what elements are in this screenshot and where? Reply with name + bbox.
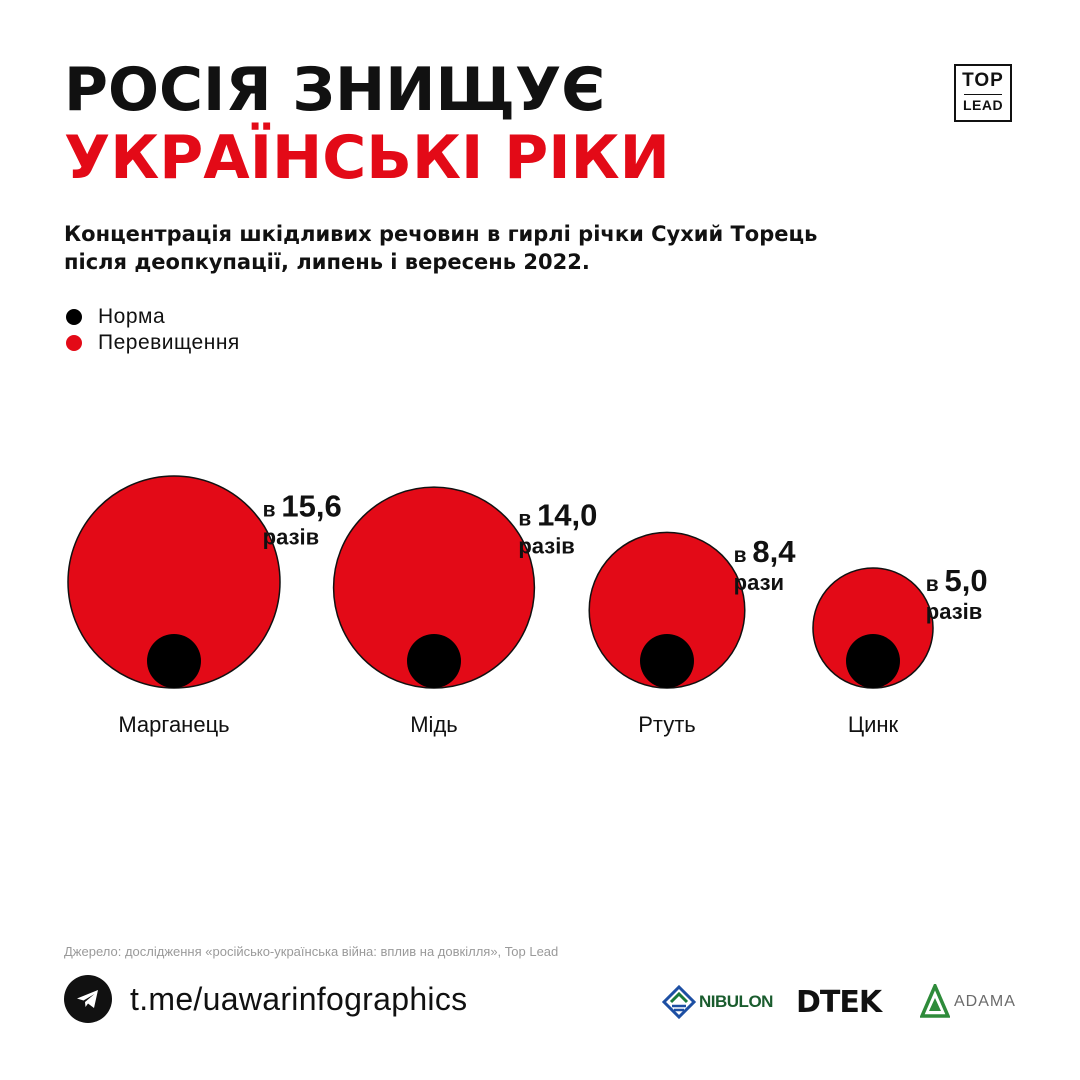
adama-emblem-icon (920, 984, 950, 1018)
legend-item-excess: Перевищення (64, 330, 240, 356)
title-line-1: РОСІЯ ЗНИЩУЄ (64, 55, 606, 125)
telegram-icon[interactable] (64, 975, 112, 1023)
logo-top-text: TOP (962, 70, 1004, 91)
bubble-norm (407, 634, 461, 688)
source-note: Джерело: дослідження «російсько-українсь… (64, 944, 559, 959)
bubble-norm (846, 634, 900, 688)
category-label: Марганець (118, 712, 229, 737)
legend-dot-excess (66, 335, 82, 351)
title-line-2: УКРАЇНСЬКІ РІКИ (64, 123, 670, 193)
subtitle-line-2: після деопкупації, липень і вересень 202… (64, 250, 590, 274)
nibulon-text: NIBULON (699, 992, 773, 1011)
dtek-text: DTEK (796, 984, 882, 1020)
nibulon-logo: NIBULON (662, 982, 773, 1022)
value-suffix: разів (926, 599, 983, 624)
adama-text: ADAMA (954, 993, 1016, 1010)
footer: t.me/uawarinfographics (64, 975, 467, 1023)
value-label: в 5,0 (926, 563, 988, 598)
legend-label-excess: Перевищення (98, 331, 240, 354)
value-label: в 14,0 (518, 497, 597, 532)
nibulon-emblem-icon (662, 985, 696, 1019)
bubble-norm (640, 634, 694, 688)
legend-dot-norm (66, 309, 82, 325)
value-suffix: разів (263, 524, 320, 549)
category-label: Цинк (848, 712, 899, 737)
telegram-link[interactable]: t.me/uawarinfographics (130, 980, 468, 1017)
value-suffix: разів (518, 533, 575, 558)
logo-divider (964, 94, 1002, 95)
logo-bottom-text: LEAD (962, 97, 1004, 113)
top-lead-logo: TOP LEAD (954, 64, 1012, 122)
value-label: в 15,6 (263, 488, 342, 523)
value-suffix: рази (734, 570, 784, 595)
bubble-norm (147, 634, 201, 688)
subtitle: Концентрація шкідливих речовин в гирлі р… (64, 220, 924, 276)
category-label: Мідь (410, 712, 458, 737)
legend: Норма Перевищення (64, 304, 240, 356)
adama-logo: ADAMA (920, 982, 1016, 1022)
category-label: Ртуть (638, 712, 696, 737)
legend-item-norm: Норма (64, 304, 240, 330)
value-label: в 8,4 (734, 534, 797, 569)
dtek-logo: DTEK (796, 982, 882, 1022)
subtitle-line-1: Концентрація шкідливих речовин в гирлі р… (64, 222, 818, 246)
legend-label-norm: Норма (98, 305, 166, 328)
